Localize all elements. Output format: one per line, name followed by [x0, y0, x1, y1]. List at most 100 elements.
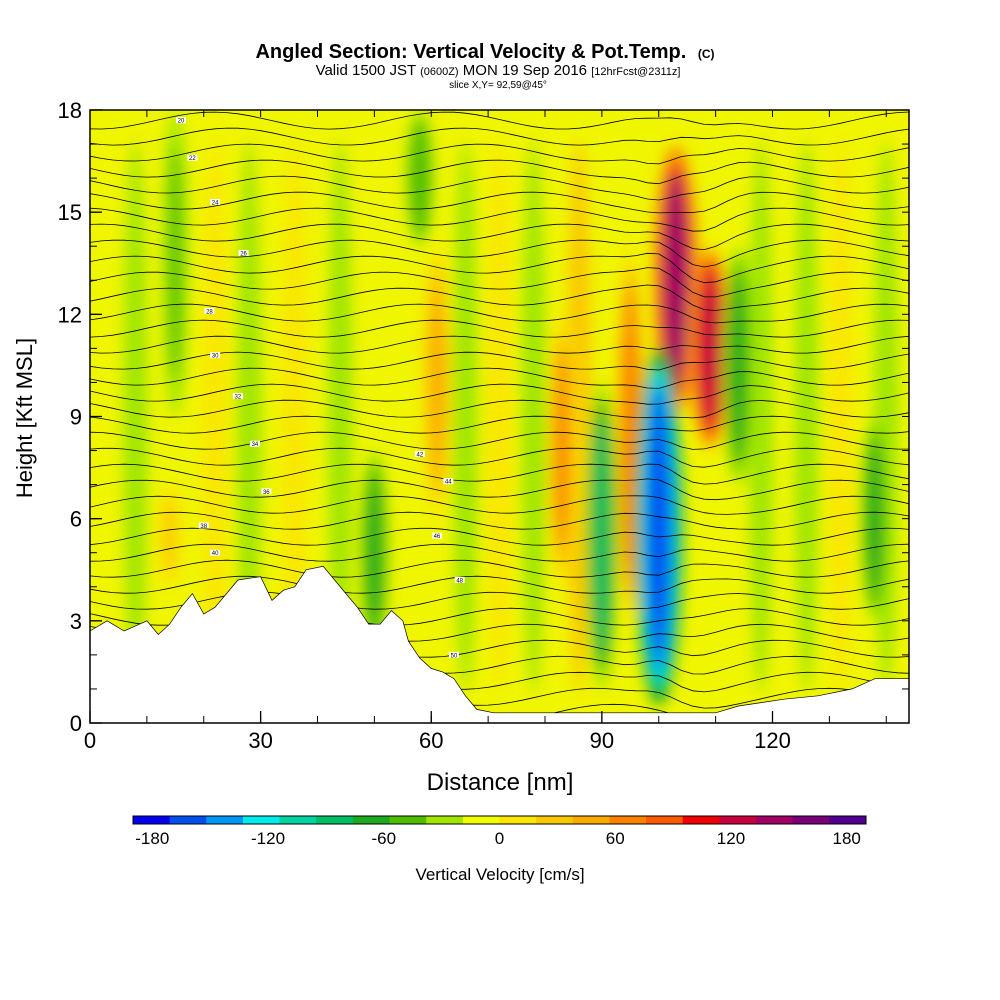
colorbar-swatch-17	[756, 816, 794, 824]
colorbar-swatch-6	[352, 816, 391, 824]
colorbar-frame	[132, 815, 867, 825]
isentrope-line-28	[90, 252, 909, 284]
plot-area: 20 22 24 26 28 30 32 34 36 38 40 42 44 46 48 50	[90, 110, 909, 723]
isentrope-line-19	[90, 399, 909, 419]
isentrope-label-8: 36	[261, 488, 272, 496]
downdraft-column-3-level-2	[594, 419, 610, 653]
svg-text:42: 42	[417, 452, 424, 458]
y-tick-label-0: 0	[70, 711, 82, 736]
updraft-column-0-level-2	[164, 496, 176, 575]
texture-streak-0	[123, 140, 148, 693]
isentrope-line-36	[90, 127, 909, 146]
updraft-column-3-level-2	[622, 291, 638, 576]
colorbar-swatch-18	[792, 816, 830, 824]
isentrope-line-18	[90, 415, 909, 434]
x-tick-label-30: 30	[248, 728, 272, 753]
slice-caption: slice X,Y= 92,59@45°	[449, 80, 547, 91]
x-tick-label-60: 60	[419, 728, 443, 753]
isentrope-line-8	[90, 575, 909, 594]
colorbar-swatch-9	[462, 816, 500, 824]
texture-streak-10	[794, 140, 819, 693]
colorbar-tick--120: -120	[251, 829, 285, 848]
colorbar-swatch-14	[646, 816, 684, 824]
colorbar-label: Vertical Velocity [cm/s]	[415, 865, 584, 884]
x-tick-label-0: 0	[84, 728, 96, 753]
isentrope-label-0: 20	[176, 117, 186, 125]
y-tick-label-9: 9	[70, 405, 82, 430]
isentrope-label-12: 44	[443, 478, 454, 486]
texture-streak-11	[828, 140, 853, 693]
downdraft-column-4-level-4	[647, 391, 670, 664]
svg-text:24: 24	[212, 200, 219, 206]
colorbar-tick-60: 60	[606, 829, 625, 848]
isentrope-line-16	[90, 447, 909, 468]
colorbar-swatch-8	[426, 816, 464, 824]
downdraft-column-1-level-2	[367, 475, 382, 631]
downdraft-column-5-level-2	[731, 274, 746, 457]
isentrope-label-6: 32	[232, 393, 243, 401]
svg-text:28: 28	[206, 309, 213, 315]
downdraft-column-0-level-2	[169, 146, 182, 380]
svg-text:26: 26	[240, 252, 247, 258]
isentrope-line-9	[90, 559, 909, 578]
svg-text:32: 32	[235, 395, 242, 401]
y-tick-label-3: 3	[70, 609, 82, 634]
svg-text:46: 46	[434, 534, 441, 540]
x-tick-label-120: 120	[754, 728, 791, 753]
isentrope-line-37	[90, 111, 909, 130]
texture-streak-2	[237, 140, 262, 693]
isentrope-label-10: 40	[210, 549, 221, 557]
terrain	[90, 565, 909, 723]
colorbar-swatch-0	[133, 816, 171, 824]
colorbar-swatch-15	[682, 816, 720, 824]
texture-streak-8	[567, 140, 592, 693]
isentrope-line-21	[90, 367, 909, 389]
colorbar: -180 -120 -60 0 60 120 180	[132, 815, 867, 848]
chart-title: Angled Section: Vertical Velocity & Pot.…	[255, 41, 714, 63]
x-axis-label: Distance [nm]	[427, 769, 574, 796]
isentrope-line-31	[90, 207, 909, 232]
svg-text:40: 40	[212, 551, 219, 557]
colorbar-swatch-2	[206, 816, 244, 824]
colorbar-swatch-10	[499, 816, 537, 824]
isentrope-line-20	[90, 383, 909, 405]
updraft-column-2-level-2	[554, 347, 570, 555]
isentrope-line-26	[90, 284, 909, 311]
colorbar-swatch-3	[242, 816, 281, 824]
svg-text:48: 48	[456, 578, 463, 584]
downdraft-column-2-level-2	[413, 126, 427, 230]
isentrope-label-14: 48	[454, 576, 465, 584]
isentrope-line-30	[90, 223, 909, 251]
isentrope-label-5: 30	[210, 352, 221, 360]
isentrope-line-10	[90, 543, 909, 562]
colorbar-swatch-11	[536, 816, 574, 824]
colorbar-swatch-16	[719, 816, 757, 824]
updraft-column-5-level-4	[700, 270, 720, 427]
isentrope-line-32	[90, 191, 909, 214]
y-tick-label-6: 6	[70, 507, 82, 532]
y-tick-label-18: 18	[58, 98, 82, 123]
texture-streak-1	[203, 140, 228, 693]
isentrope-label-1: 22	[187, 154, 198, 162]
svg-text:44: 44	[445, 480, 452, 486]
isentrope-label-15: 50	[449, 651, 459, 659]
svg-text:50: 50	[451, 653, 458, 659]
svg-text:20: 20	[178, 119, 185, 125]
texture-streak-6	[487, 140, 512, 693]
colorbar-swatch-12	[572, 816, 610, 824]
isentrope-label-13: 46	[431, 532, 442, 540]
isentrope-line-27	[90, 267, 909, 298]
isentrope-label-9: 38	[198, 522, 209, 530]
x-tick-label-90: 90	[590, 728, 614, 753]
isentrope-label-7: 34	[249, 440, 260, 448]
svg-text:34: 34	[252, 442, 259, 448]
colorbar-swatch-19	[829, 816, 867, 824]
updraft-column-4-level-4	[665, 176, 687, 384]
isentrope-line-23	[90, 335, 909, 354]
colorbar-tick--60: -60	[371, 829, 396, 848]
isentrope-line-12	[90, 511, 909, 530]
colorbar-swatch-7	[389, 816, 427, 824]
isentrope-line-34	[90, 159, 909, 185]
colorbar-swatch-5	[316, 816, 354, 824]
